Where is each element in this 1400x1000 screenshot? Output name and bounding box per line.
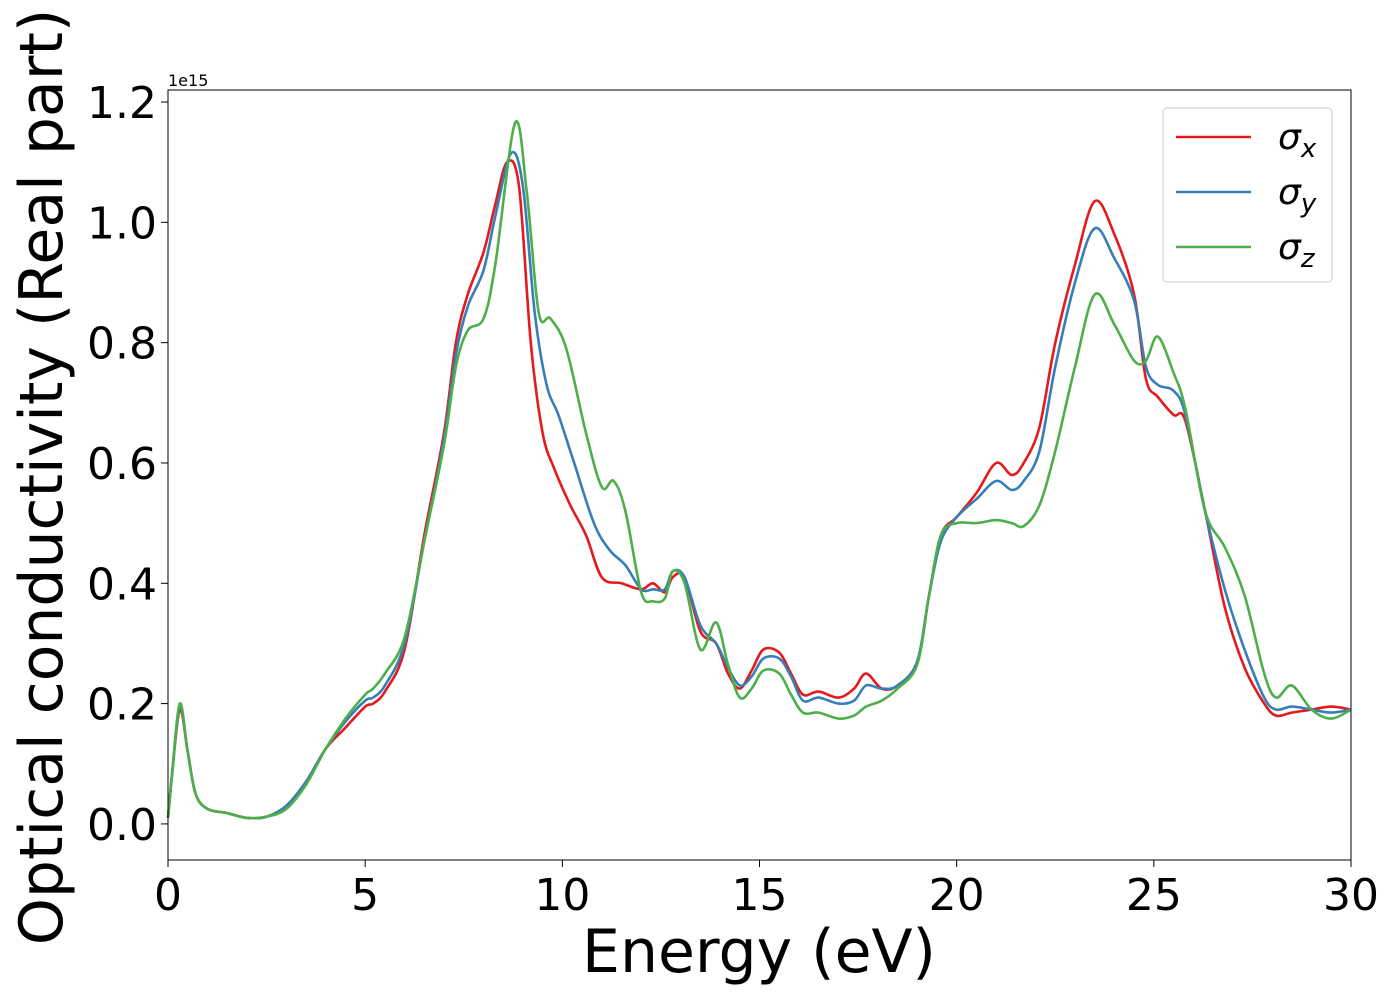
x-tick-label: 10: [534, 870, 590, 921]
x-tick-label: 15: [732, 870, 788, 921]
legend-label-z: σz: [1278, 227, 1316, 274]
legend: σx σy σz: [1162, 107, 1333, 283]
series-line-y: [166, 150, 1352, 820]
series-line-x: [166, 159, 1352, 820]
series-layer: [166, 119, 1352, 820]
y-tick-label: 1.2: [87, 78, 157, 129]
x-axis: 0 5 10 15 20 25 30: [154, 860, 1379, 921]
legend-label-y: σy: [1278, 172, 1317, 219]
y-tick-label: 0.8: [87, 319, 157, 370]
series-line-z: [166, 119, 1352, 820]
y-axis: 0.0 0.2 0.4 0.6 0.8 1.0 1.2: [87, 78, 168, 851]
x-tick-label: 5: [351, 870, 379, 921]
legend-label-x: σx: [1278, 117, 1317, 164]
y-axis-label: Optical conductivity (Real part): [7, 9, 77, 946]
y-tick-label: 0.4: [87, 559, 157, 610]
plot-background: [168, 90, 1351, 860]
y-tick-label: 0.6: [87, 439, 157, 490]
x-tick-label: 30: [1323, 870, 1379, 921]
y-tick-label: 1.0: [87, 198, 157, 249]
legend-box: [1162, 107, 1333, 283]
x-tick-label: 20: [929, 870, 985, 921]
x-tick-label: 0: [154, 870, 182, 921]
y-tick-label: 0.2: [87, 680, 157, 731]
x-axis-label: Energy (eV): [582, 917, 936, 987]
y-offset-text: 1e15: [168, 71, 208, 90]
y-tick-label: 0.0: [87, 800, 157, 851]
x-tick-label: 25: [1126, 870, 1182, 921]
